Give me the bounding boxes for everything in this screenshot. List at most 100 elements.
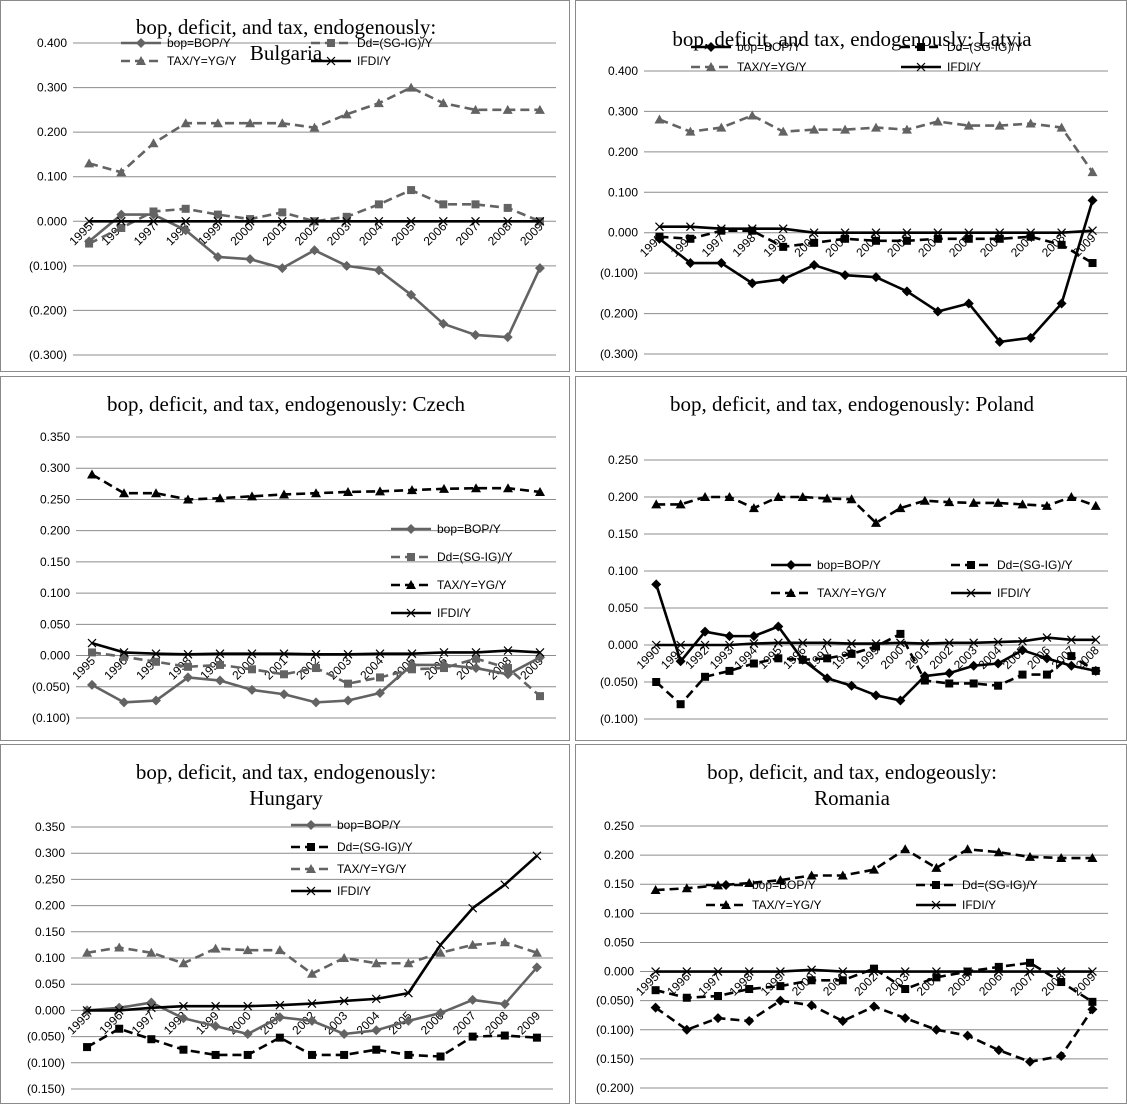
data-point — [871, 122, 881, 132]
data-point — [900, 1013, 911, 1024]
series-tax-y-yg-y — [651, 492, 1101, 527]
data-point — [1090, 500, 1101, 510]
data-point — [343, 649, 353, 659]
data-point — [806, 1000, 817, 1011]
legend-label: TAX/Y=YG/Y — [337, 862, 406, 876]
data-point — [212, 251, 223, 262]
data-point — [778, 126, 789, 136]
data-point — [682, 967, 692, 976]
data-point — [407, 485, 417, 495]
legend-item: Dd=(SG-IG)/Y — [291, 840, 413, 854]
data-point — [1026, 228, 1036, 238]
y-tick-label: 0.200 — [604, 848, 634, 862]
data-point — [274, 945, 285, 955]
data-point — [896, 629, 905, 638]
legend-marker — [706, 62, 716, 71]
legend-item: bop=BOP/Y — [771, 558, 881, 572]
data-point — [374, 200, 383, 209]
data-point — [900, 967, 910, 976]
data-point — [500, 880, 510, 890]
data-point — [944, 638, 954, 648]
data-point — [1057, 228, 1067, 238]
data-point — [471, 483, 481, 493]
data-point — [993, 847, 1004, 857]
legend-label: IFDI/Y — [437, 606, 471, 620]
data-point — [895, 695, 906, 706]
legend-item: IFDI/Y — [951, 586, 1031, 600]
data-point — [435, 947, 446, 957]
data-point — [532, 1033, 541, 1042]
y-tick-label: (0.150) — [27, 1082, 65, 1096]
data-point — [406, 216, 416, 226]
legend-label: Dd=(SG-IG)/Y — [947, 40, 1023, 54]
data-point — [467, 994, 478, 1005]
data-point — [847, 649, 856, 658]
legend-label: bop=BOP/Y — [752, 878, 816, 892]
y-tick-label: 0.400 — [608, 64, 638, 78]
data-point — [1017, 645, 1028, 656]
data-point — [146, 947, 157, 957]
legend-label: TAX/Y=YG/Y — [817, 586, 886, 600]
data-point — [654, 114, 665, 124]
data-point — [531, 947, 542, 957]
data-point — [343, 695, 353, 706]
data-point — [871, 639, 881, 648]
x-tick-label: 1998 — [161, 1008, 190, 1037]
data-point — [178, 958, 189, 968]
data-point — [279, 649, 289, 659]
series-bop-bop-y — [650, 995, 1098, 1067]
data-point — [650, 885, 661, 895]
data-point — [119, 648, 129, 657]
data-point — [535, 216, 545, 226]
data-point — [436, 940, 445, 950]
data-point — [376, 673, 384, 682]
y-tick-label: 0.000 — [40, 649, 70, 663]
data-point — [307, 1015, 317, 1026]
legend-item: TAX/Y=YG/Y — [291, 862, 406, 876]
data-point — [248, 665, 256, 674]
data-point — [993, 1045, 1004, 1056]
data-point — [438, 318, 449, 329]
series-line — [88, 188, 541, 245]
data-point — [375, 486, 385, 496]
data-point — [116, 216, 126, 226]
x-axis: 1995 1996 1997 1998 1999 2000 2001 2002 2003 2004… — [66, 219, 546, 248]
data-point — [871, 690, 881, 701]
data-point — [933, 234, 942, 243]
data-point — [1041, 500, 1052, 510]
y-tick-label: (0.100) — [600, 712, 638, 726]
y-tick-label: 0.250 — [40, 492, 70, 506]
y-tick-label: 0.150 — [40, 555, 70, 569]
y-tick-label: 0.000 — [35, 1003, 65, 1017]
legend-marker — [326, 56, 336, 66]
data-point — [183, 672, 193, 683]
data-point — [371, 1025, 382, 1036]
data-point — [311, 697, 321, 708]
data-point — [1025, 967, 1035, 976]
data-point — [651, 967, 661, 976]
series-ifdi-y — [651, 965, 1097, 976]
data-point — [242, 945, 253, 955]
legend-item: IFDI/Y — [391, 606, 471, 620]
data-point — [806, 870, 817, 880]
data-point — [1088, 226, 1097, 236]
data-point — [798, 655, 807, 664]
legend-marker — [721, 900, 731, 909]
data-point — [403, 1015, 414, 1026]
line-chart: 0.250 0.200 0.150 0.100 0.050 0.000 (0.050) (0.… — [600, 392, 1108, 726]
data-point — [471, 663, 481, 674]
data-point — [1056, 1050, 1067, 1061]
data-point — [311, 649, 321, 659]
data-point — [713, 967, 723, 976]
legend-label: IFDI/Y — [962, 898, 996, 912]
data-point — [748, 226, 757, 235]
y-axis: 0.350 0.300 0.250 0.200 0.150 0.100 0.050 0.000… — [27, 820, 65, 1096]
data-point — [373, 98, 384, 108]
data-point — [1056, 853, 1067, 863]
legend-label: bop=BOP/Y — [167, 36, 231, 50]
data-point — [744, 1016, 755, 1027]
legend-label: TAX/Y=YG/Y — [437, 578, 506, 592]
data-point — [435, 1008, 446, 1019]
legend: bop=BOP/Y Dd=(SG-IG)/Y TAX/Y=YG/Y IFDI/Y — [391, 522, 513, 620]
legend-item: TAX/Y=YG/Y — [691, 60, 806, 74]
